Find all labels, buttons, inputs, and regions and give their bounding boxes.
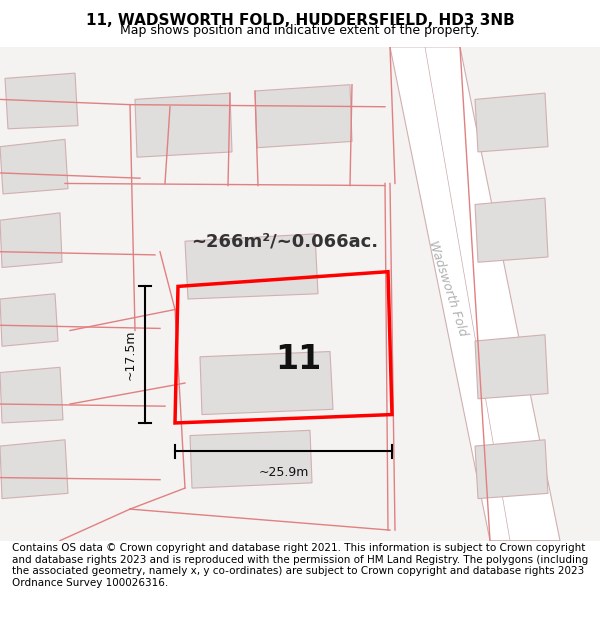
Polygon shape	[475, 440, 548, 499]
Text: ~266m²/~0.066ac.: ~266m²/~0.066ac.	[191, 232, 379, 250]
Text: Wadsworth Fold: Wadsworth Fold	[427, 239, 470, 338]
Polygon shape	[255, 85, 352, 148]
Polygon shape	[135, 93, 232, 157]
Text: ~17.5m: ~17.5m	[124, 329, 137, 380]
Text: ~25.9m: ~25.9m	[259, 466, 308, 479]
Polygon shape	[200, 351, 333, 414]
Polygon shape	[390, 47, 560, 541]
Polygon shape	[5, 73, 78, 129]
Polygon shape	[0, 294, 58, 346]
Polygon shape	[0, 213, 62, 268]
Polygon shape	[475, 335, 548, 399]
Polygon shape	[475, 198, 548, 262]
Polygon shape	[0, 440, 68, 499]
Polygon shape	[475, 93, 548, 152]
Text: 11: 11	[275, 343, 322, 376]
Polygon shape	[185, 234, 318, 299]
Text: Map shows position and indicative extent of the property.: Map shows position and indicative extent…	[120, 24, 480, 36]
Polygon shape	[190, 431, 312, 488]
Text: Contains OS data © Crown copyright and database right 2021. This information is : Contains OS data © Crown copyright and d…	[12, 543, 588, 588]
Text: 11, WADSWORTH FOLD, HUDDERSFIELD, HD3 3NB: 11, WADSWORTH FOLD, HUDDERSFIELD, HD3 3N…	[86, 13, 514, 28]
Polygon shape	[0, 368, 63, 423]
Polygon shape	[0, 139, 68, 194]
